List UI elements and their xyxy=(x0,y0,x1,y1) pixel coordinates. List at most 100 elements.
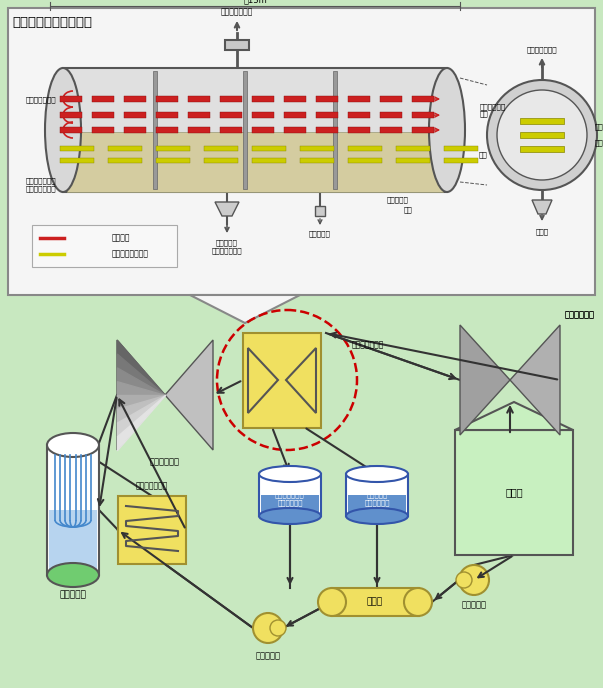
Bar xyxy=(60,146,94,151)
Bar xyxy=(300,158,334,163)
Text: 蒸気整流板: 蒸気整流板 xyxy=(595,140,603,147)
Circle shape xyxy=(487,80,597,190)
Text: 天板: 天板 xyxy=(479,151,487,158)
Bar xyxy=(252,146,286,151)
Text: ドレン: ドレン xyxy=(535,228,549,235)
Ellipse shape xyxy=(47,563,99,587)
Polygon shape xyxy=(215,202,239,216)
Bar xyxy=(520,118,564,124)
Bar xyxy=(92,96,114,102)
Ellipse shape xyxy=(45,68,81,192)
Text: 蒸気填出口: 蒸気填出口 xyxy=(309,230,331,237)
Text: 給水ポンプ: 給水ポンプ xyxy=(256,652,280,660)
Ellipse shape xyxy=(259,508,321,524)
Bar xyxy=(348,495,406,514)
Bar xyxy=(124,112,146,118)
Text: 湿分分離加熱器構造図: 湿分分離加熱器構造図 xyxy=(12,16,92,28)
Bar xyxy=(348,96,370,102)
Bar xyxy=(284,96,306,102)
Bar xyxy=(243,333,321,428)
Text: 蒸気発生器より: 蒸気発生器より xyxy=(26,97,57,103)
Bar xyxy=(333,71,337,189)
Bar xyxy=(444,158,478,163)
Bar xyxy=(316,127,338,133)
Bar xyxy=(396,146,430,151)
Ellipse shape xyxy=(346,508,408,524)
Text: 加熱蒸気: 加熱蒸気 xyxy=(112,233,130,242)
Text: 低圧タービンへ: 低圧タービンへ xyxy=(526,47,557,53)
Text: 湿分分離加熱器: 湿分分離加熱器 xyxy=(352,341,384,350)
Bar xyxy=(455,430,573,555)
Bar xyxy=(108,146,142,151)
Polygon shape xyxy=(286,348,316,413)
Ellipse shape xyxy=(47,433,99,457)
Bar xyxy=(380,112,402,118)
Bar xyxy=(284,127,306,133)
Bar xyxy=(220,96,242,102)
Ellipse shape xyxy=(346,466,408,482)
Bar xyxy=(243,71,247,189)
Circle shape xyxy=(456,572,472,588)
Bar xyxy=(252,112,274,118)
Bar xyxy=(380,127,402,133)
Text: 高圧タービン: 高圧タービン xyxy=(565,310,595,319)
Bar xyxy=(60,96,82,102)
Bar xyxy=(188,112,210,118)
Text: 高圧タービン: 高圧タービン xyxy=(565,310,595,319)
Bar xyxy=(92,112,114,118)
Text: 高圧タービン排気: 高圧タービン排気 xyxy=(112,250,149,259)
Bar xyxy=(348,146,382,151)
Bar xyxy=(204,146,238,151)
Text: 高圧給水加熱器: 高圧給水加熱器 xyxy=(136,482,168,491)
Polygon shape xyxy=(532,200,552,214)
Bar xyxy=(412,112,434,118)
Ellipse shape xyxy=(404,588,432,616)
Bar xyxy=(156,146,190,151)
Bar xyxy=(444,146,478,151)
Ellipse shape xyxy=(259,466,321,482)
Circle shape xyxy=(270,620,286,636)
Bar xyxy=(315,206,325,216)
Bar xyxy=(124,127,146,133)
Polygon shape xyxy=(117,340,165,450)
Bar xyxy=(124,96,146,102)
Text: 湿分分離加熱器
ドレンタンク: 湿分分離加熱器 ドレンタンク xyxy=(275,492,305,506)
Bar xyxy=(316,112,338,118)
Text: 低圧タービン: 低圧タービン xyxy=(150,458,180,466)
Bar xyxy=(156,112,178,118)
Circle shape xyxy=(253,613,283,643)
Polygon shape xyxy=(190,295,300,323)
Bar xyxy=(412,127,434,133)
Bar xyxy=(60,127,82,133)
Bar xyxy=(47,445,99,575)
Text: 蒸気発生器: 蒸気発生器 xyxy=(60,590,86,599)
Bar xyxy=(32,225,177,267)
Polygon shape xyxy=(460,325,510,435)
Bar xyxy=(284,112,306,118)
Bar xyxy=(204,158,238,163)
Text: 蒸気整流板: 蒸気整流板 xyxy=(387,197,409,204)
Bar xyxy=(300,146,334,151)
Bar xyxy=(259,474,321,516)
Bar xyxy=(252,127,274,133)
Bar xyxy=(252,158,286,163)
Bar xyxy=(60,112,82,118)
Bar xyxy=(520,146,564,152)
Bar xyxy=(396,158,430,163)
Bar xyxy=(8,8,595,295)
Bar xyxy=(225,40,249,50)
Bar xyxy=(108,158,142,163)
Bar xyxy=(412,96,434,102)
Text: 湿分分離器
ドレンタンク: 湿分分離器 ドレンタンク xyxy=(364,492,390,506)
Polygon shape xyxy=(248,348,278,413)
Bar xyxy=(520,132,564,138)
Bar xyxy=(188,96,210,102)
Bar xyxy=(60,158,94,163)
Bar xyxy=(252,96,274,102)
Text: 蒸気噴出口: 蒸気噴出口 xyxy=(595,124,603,130)
Bar xyxy=(380,96,402,102)
Bar xyxy=(63,68,447,192)
Bar xyxy=(92,127,114,133)
Bar xyxy=(188,127,210,133)
Bar xyxy=(220,127,242,133)
